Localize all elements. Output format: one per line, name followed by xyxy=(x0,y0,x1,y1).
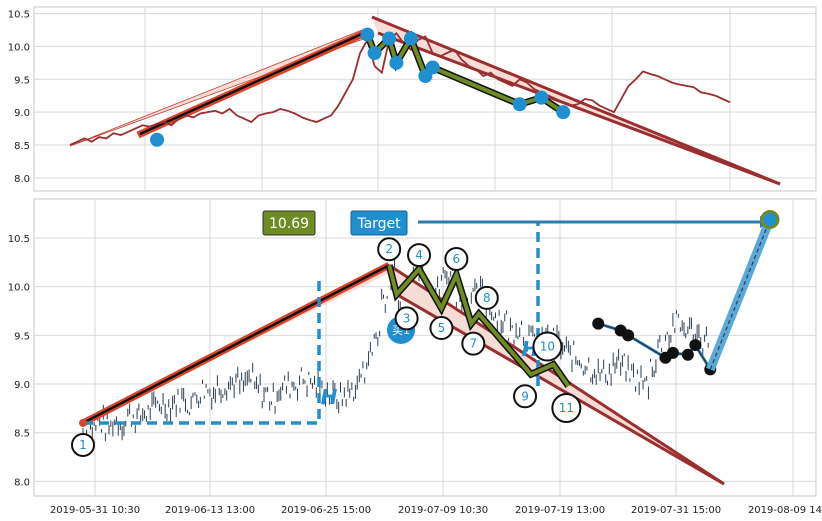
wave-start-dot xyxy=(79,418,87,427)
x-tick-label: 2019-08-09 14:00 xyxy=(748,505,822,516)
late-marker-5 xyxy=(681,348,694,361)
top-marker-5 xyxy=(403,31,418,46)
late-marker-4 xyxy=(666,346,679,359)
top-marker-3 xyxy=(382,31,397,46)
wave-point-circle xyxy=(474,285,499,310)
x-tick-label: 2019-06-13 13:00 xyxy=(165,505,255,516)
wave-point-number: 3 xyxy=(403,311,411,325)
wave-point-circle xyxy=(551,392,582,423)
wave-point-circle xyxy=(377,237,402,262)
price-label: 10.69 xyxy=(269,216,309,232)
late-marker-6 xyxy=(689,339,702,352)
top-y-tick-label: 10.5 xyxy=(8,10,30,21)
wave-point-number: 7 xyxy=(469,337,477,351)
wave-point-number: 10 xyxy=(540,340,555,354)
target-label-box xyxy=(350,210,408,236)
wave-point-number: 5 xyxy=(438,321,446,335)
wave-point-circle xyxy=(429,316,454,341)
target-label: Target xyxy=(356,216,401,232)
top-price-line xyxy=(69,31,731,146)
x-tick-label: 2019-05-31 10:30 xyxy=(50,505,140,516)
bottom-zigzag xyxy=(387,264,571,388)
bottom-y-tick-label: 8.5 xyxy=(14,429,30,440)
wave-point-circle xyxy=(444,246,469,271)
wave-point-circle xyxy=(532,331,563,362)
wave-point-number: 11 xyxy=(559,401,574,415)
top-plot-frame xyxy=(33,6,817,192)
top-marker-7 xyxy=(425,60,440,75)
wave-point-circle xyxy=(407,243,432,268)
wave-point-number: 4 xyxy=(415,248,423,262)
top-y-tick-label: 9.0 xyxy=(14,108,30,119)
price-label-box xyxy=(262,210,316,236)
top-chart-panel: 8.0 8.5 9.0 9.5 10.0 10.5 xyxy=(8,6,817,192)
bottom-chart-panel: 2019-05-31 10:30 2019-06-13 13:00 2019-06-… xyxy=(8,198,822,516)
top-down-upper-line xyxy=(371,15,781,186)
top-marker-9 xyxy=(534,90,549,105)
wave-point-circle xyxy=(513,384,538,409)
chart-labels: 10.69 Target xyxy=(262,210,408,236)
top-marker-4 xyxy=(389,55,404,70)
top-y-tick-label: 8.5 xyxy=(14,141,30,152)
wave-point-circle xyxy=(394,306,419,331)
bottom-y-tick-label: 9.0 xyxy=(14,380,30,391)
h-label: H xyxy=(321,385,338,409)
projection-line xyxy=(709,219,771,370)
bottom-y-tick-label: 10.5 xyxy=(8,234,30,245)
top-trend-black xyxy=(139,31,365,136)
bottom-trend-black xyxy=(82,264,390,425)
top-marker-10 xyxy=(556,105,571,120)
x-tick-label: 2019-07-19 13:00 xyxy=(515,505,605,516)
top-down-lower-line xyxy=(377,31,781,186)
late-marker-2 xyxy=(622,329,635,342)
wave-point-circle xyxy=(461,331,486,356)
top-marker-0 xyxy=(150,132,165,147)
target-marker xyxy=(760,209,780,229)
top-y-tick-label: 9.5 xyxy=(14,75,30,86)
late-marker-0 xyxy=(592,317,605,330)
top-y-tick-label: 8.0 xyxy=(14,174,30,185)
wave-point-number: 8 xyxy=(483,291,491,305)
wave-point-circle xyxy=(71,432,95,457)
x-tick-label: 2019-06-25 15:00 xyxy=(281,505,371,516)
wave-point-number: 9 xyxy=(521,389,529,403)
top-y-tick-label: 10.0 xyxy=(8,42,30,53)
x-tick-label: 2019-07-31 15:00 xyxy=(631,505,721,516)
bottom-y-tick-label: 10.0 xyxy=(8,283,30,294)
x-tick-label: 2019-07-09 10:30 xyxy=(398,505,488,516)
top-marker-1 xyxy=(360,27,375,42)
top-marker-2 xyxy=(367,46,382,60)
wave-point-number: 1 xyxy=(79,438,87,452)
top-marker-8 xyxy=(512,97,527,112)
top-zigzag xyxy=(365,33,565,114)
wave-point-number: 2 xyxy=(385,242,393,256)
bottom-y-tick-label: 8.0 xyxy=(14,477,30,488)
bottom-y-tick-label: 9.5 xyxy=(14,331,30,342)
wave-point-number: 6 xyxy=(453,252,461,266)
